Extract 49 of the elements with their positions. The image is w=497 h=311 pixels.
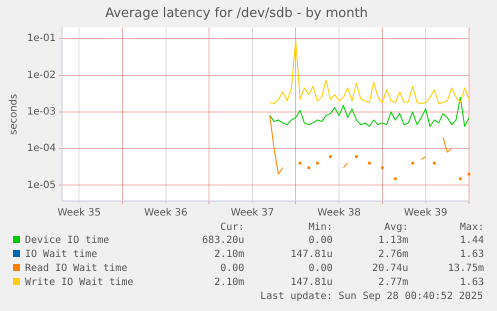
y-tick-label: 1e-02 xyxy=(26,70,56,81)
text: 0.00 xyxy=(308,234,333,248)
text: 1.44 xyxy=(458,234,484,248)
point xyxy=(307,166,310,170)
text: 683.20u xyxy=(201,234,244,248)
x-tick-label: Week 36 xyxy=(144,208,188,219)
point xyxy=(316,162,319,165)
text: 20.74u xyxy=(371,262,408,276)
text: 147.81u xyxy=(289,248,333,262)
text: 2.10m xyxy=(213,276,244,290)
text: Max: xyxy=(458,222,484,234)
y-tick-label: 1e-05 xyxy=(26,180,56,191)
point xyxy=(368,162,371,165)
text: 2.76m xyxy=(377,248,408,262)
text: 1.63 xyxy=(458,248,484,262)
text: Cur: xyxy=(219,222,244,234)
x-tick-label: Week 37 xyxy=(230,208,274,219)
point xyxy=(298,162,302,165)
x-tick-label: Week 35 xyxy=(58,208,101,219)
text: Last update: Sun Sep 28 00:40:52 2025 xyxy=(259,290,484,304)
legend-label: Write IO Wait time xyxy=(24,276,134,290)
text: 0.00 xyxy=(219,262,244,276)
y-axis-title: seconds xyxy=(8,94,20,135)
x-tick-label: Week 38 xyxy=(317,208,361,219)
chart-title: Average latency for /dev/sdb - by month xyxy=(105,6,368,22)
point xyxy=(394,177,397,180)
point xyxy=(458,177,462,180)
point xyxy=(411,162,414,165)
text: 1.13m xyxy=(377,234,408,248)
point xyxy=(468,172,470,176)
text: 147.81u xyxy=(289,276,333,290)
text: 0.00 xyxy=(308,262,333,276)
text: 2.10m xyxy=(213,248,244,262)
y-tick-label: 1e-04 xyxy=(26,143,56,154)
legend-label: Read IO Wait time xyxy=(24,262,128,276)
x-tick-label: Week 39 xyxy=(404,208,448,219)
y-tick-label: 1e-01 xyxy=(26,33,56,44)
text: Min: xyxy=(308,222,333,234)
point xyxy=(354,155,358,158)
text: Avg: xyxy=(383,222,408,234)
point xyxy=(432,162,436,165)
text: 13.75m xyxy=(446,262,484,276)
text: 1.63 xyxy=(458,276,484,290)
point xyxy=(328,155,332,158)
text: 2.77m xyxy=(377,276,408,290)
y-tick-label: 1e-03 xyxy=(26,106,56,118)
point xyxy=(380,166,384,170)
legend-label: IO Wait time xyxy=(24,248,98,262)
legend-label: Device IO time xyxy=(24,234,110,248)
